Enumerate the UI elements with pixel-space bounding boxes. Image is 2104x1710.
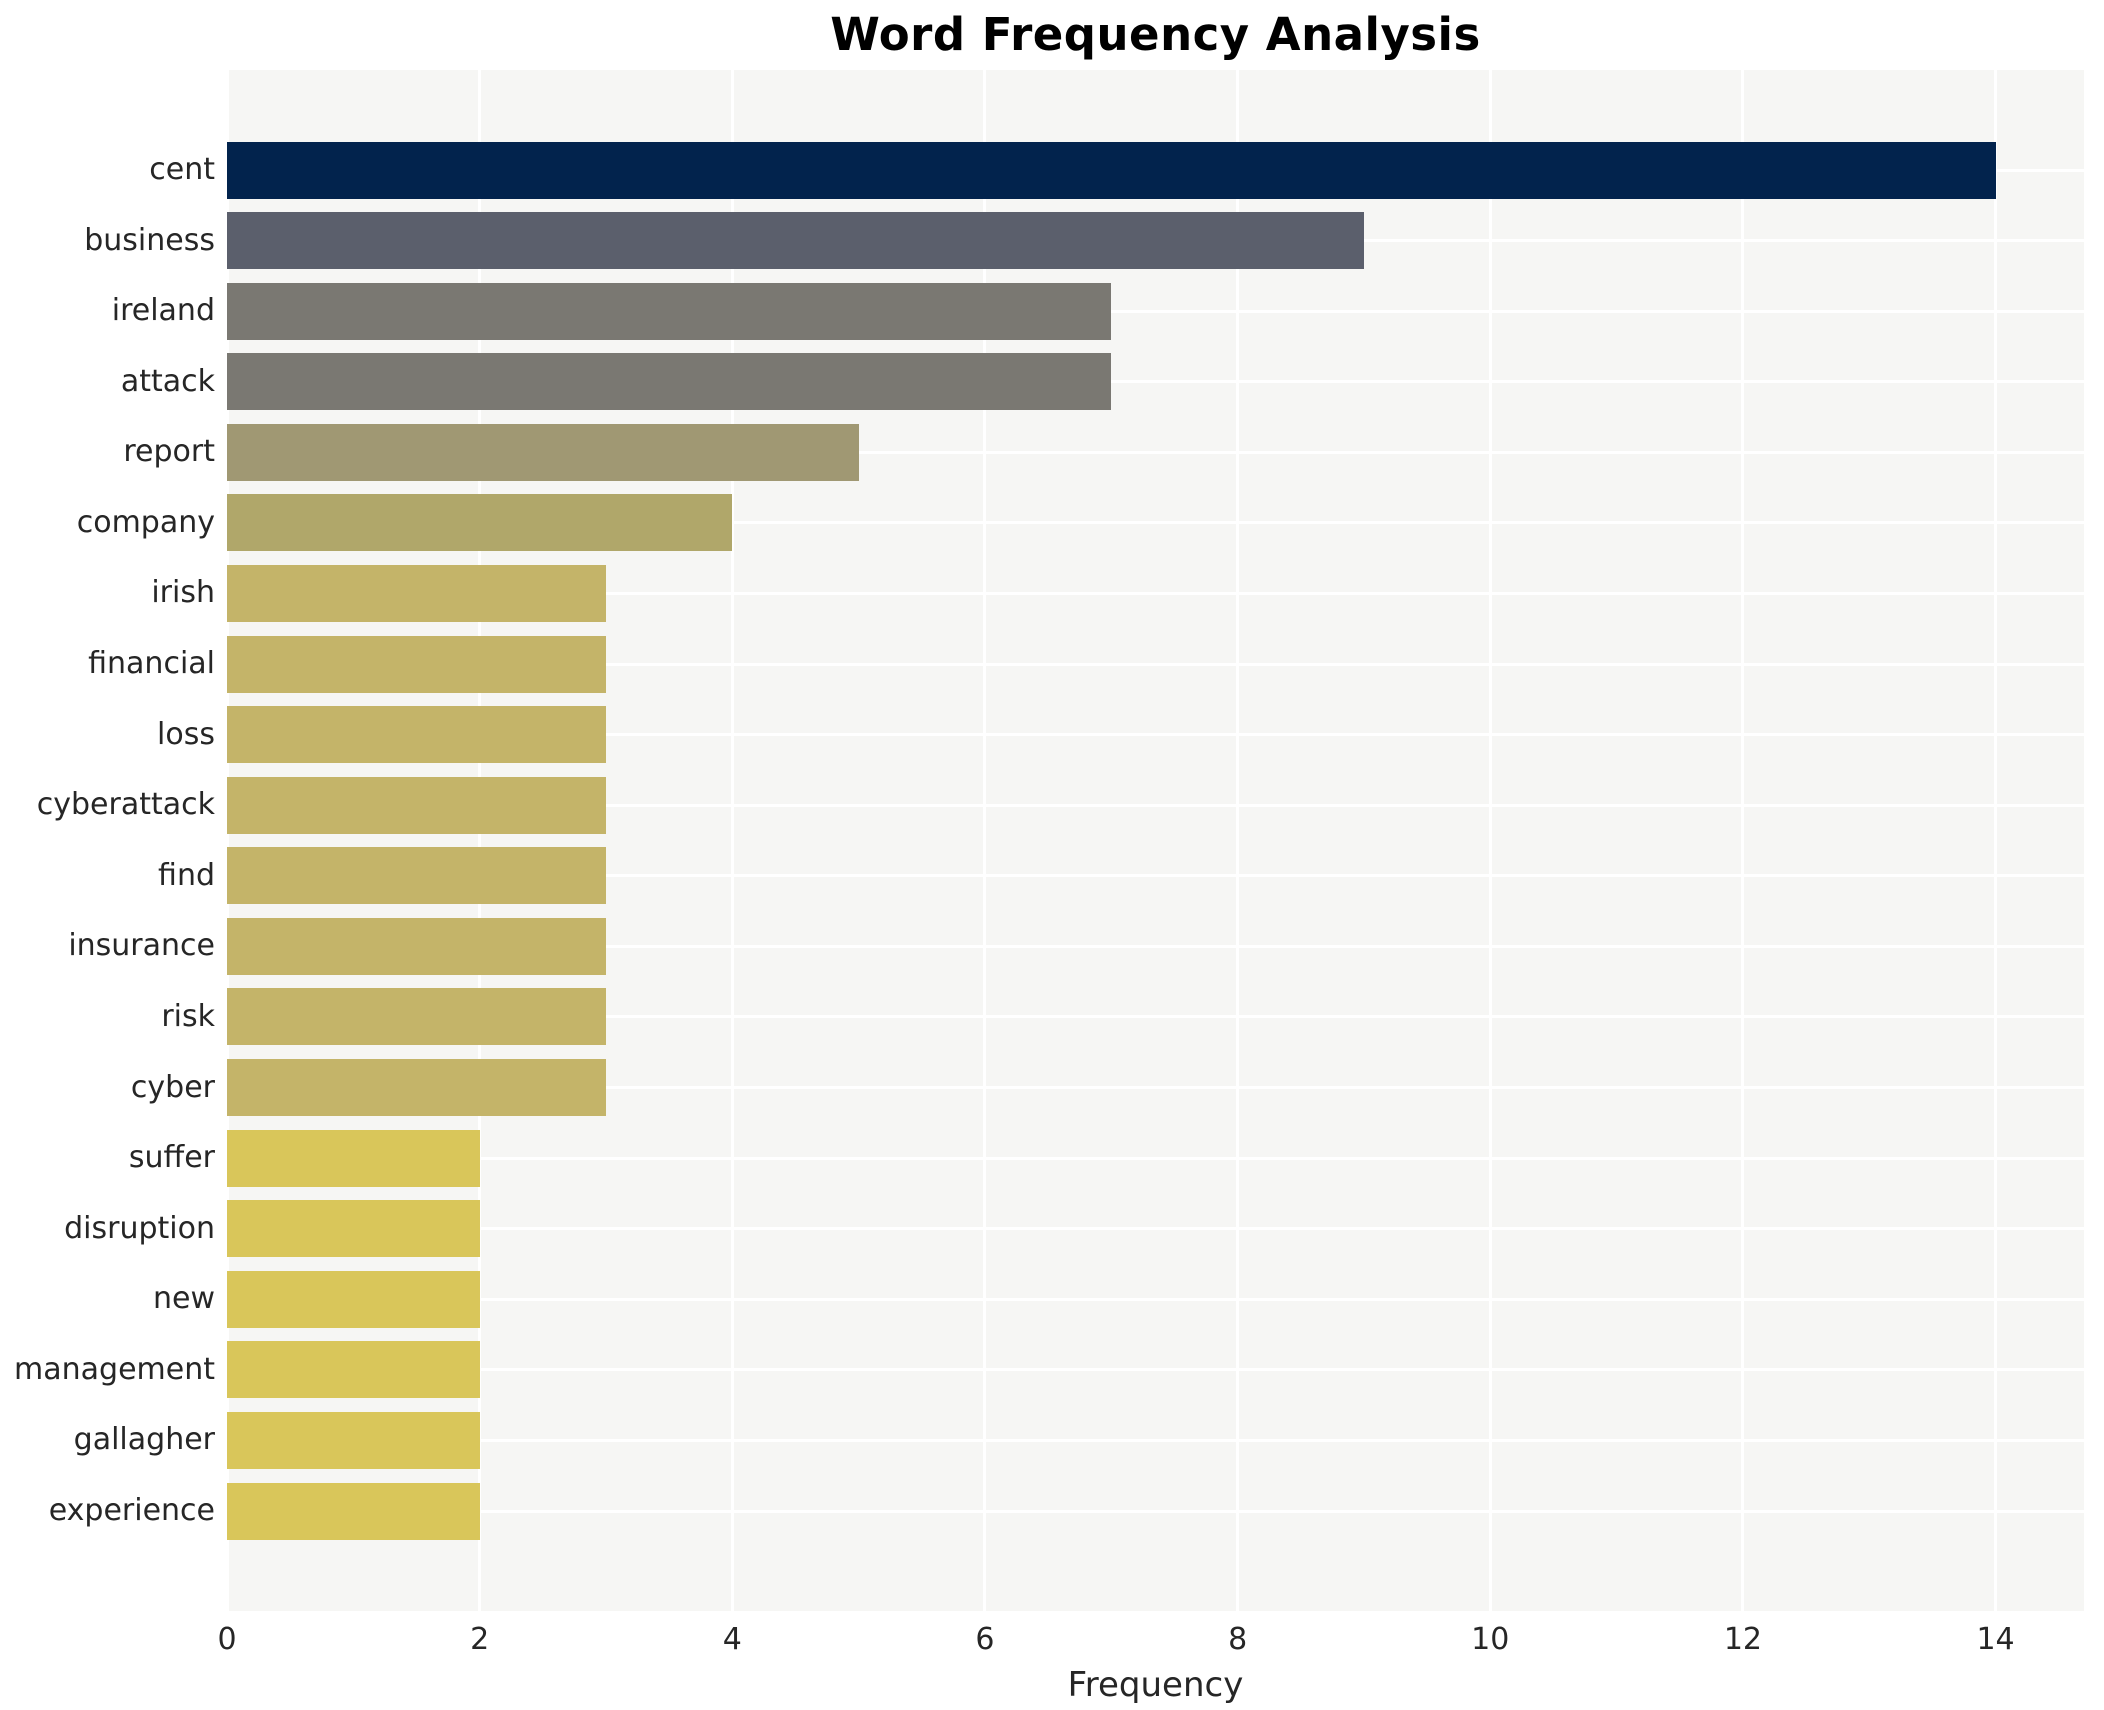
bar-management	[227, 1341, 480, 1399]
horizontal-gridline	[227, 1368, 2084, 1372]
x-tick-0: 0	[217, 1622, 237, 1657]
horizontal-gridline	[227, 521, 2084, 525]
vertical-gridline	[983, 70, 987, 1611]
x-axis-tick-labels: 0 2 4 6 8 10 12 14	[217, 1622, 2084, 1662]
y-label-disruption: disruption	[64, 1210, 215, 1246]
y-label-new: new	[152, 1281, 215, 1317]
y-label-cyber: cyber	[130, 1069, 215, 1105]
vertical-gridline	[730, 70, 734, 1611]
bar-cyberattack	[227, 776, 606, 834]
y-label-risk: risk	[161, 998, 215, 1034]
horizontal-gridline	[227, 1297, 2084, 1301]
horizontal-gridline	[227, 1086, 2084, 1090]
x-tick-2: 2	[470, 1622, 490, 1657]
y-label-report: report	[123, 434, 215, 470]
x-tick-10: 10	[1471, 1622, 1510, 1657]
horizontal-gridline	[227, 1015, 2084, 1019]
y-label-ireland: ireland	[111, 293, 215, 329]
bar-cyber	[227, 1059, 606, 1117]
y-label-gallagher: gallagher	[73, 1422, 215, 1458]
bar-company	[227, 494, 733, 552]
horizontal-gridline	[227, 944, 2084, 948]
horizontal-gridline	[227, 309, 2084, 313]
y-label-suffer: suffer	[128, 1140, 215, 1176]
vertical-gridline	[478, 70, 482, 1611]
bar-loss	[227, 706, 606, 764]
horizontal-gridline	[227, 803, 2084, 807]
y-label-business: business	[84, 222, 215, 258]
x-tick-6: 6	[975, 1622, 995, 1657]
y-label-experience: experience	[48, 1493, 215, 1528]
x-tick-8: 8	[1228, 1622, 1248, 1657]
vertical-gridline	[1236, 70, 1240, 1611]
x-axis-title: Frequency	[1067, 1665, 1244, 1705]
horizontal-gridline	[227, 1509, 2084, 1513]
bar-business	[227, 212, 1364, 270]
y-label-management: management	[14, 1351, 215, 1387]
bar-new	[227, 1270, 480, 1328]
y-label-attack: attack	[120, 363, 215, 399]
x-tick-4: 4	[722, 1622, 742, 1657]
horizontal-gridline	[227, 662, 2084, 666]
y-label-insurance: insurance	[68, 928, 215, 964]
y-label-irish: irish	[151, 575, 215, 611]
bar-experience	[227, 1482, 480, 1540]
bar-gallagher	[227, 1411, 480, 1469]
plot-area	[225, 70, 2084, 1611]
y-label-loss: loss	[157, 716, 215, 752]
vertical-gridline	[1488, 70, 1492, 1611]
horizontal-gridline	[227, 733, 2084, 737]
horizontal-gridline	[227, 874, 2084, 878]
horizontal-gridline	[227, 1227, 2084, 1231]
horizontal-gridline	[227, 1438, 2084, 1442]
bar-suffer	[227, 1129, 480, 1187]
y-label-cent: cent	[149, 152, 215, 187]
vertical-gridline	[1994, 70, 1998, 1611]
y-label-company: company	[76, 504, 215, 540]
horizontal-gridline	[227, 450, 2084, 454]
bar-insurance	[227, 917, 606, 975]
x-tick-14: 14	[1976, 1622, 2015, 1657]
bar-cent	[227, 141, 1996, 199]
horizontal-gridline	[227, 591, 2084, 595]
vertical-gridline	[1741, 70, 1745, 1611]
horizontal-gridline	[227, 380, 2084, 384]
horizontal-gridline	[227, 1156, 2084, 1160]
bar-attack	[227, 353, 1112, 411]
y-axis-labels: cent business ireland attack report company ir…	[0, 70, 215, 1611]
vertical-gridline	[225, 70, 229, 1611]
y-label-find: find	[158, 857, 215, 893]
bar-report	[227, 423, 859, 481]
chart-title: Word Frequency Analysis	[830, 8, 1481, 61]
bar-financial	[227, 635, 606, 693]
bar-irish	[227, 564, 606, 622]
y-label-financial: financial	[88, 646, 215, 682]
bar-ireland	[227, 282, 1112, 340]
bar-disruption	[227, 1200, 480, 1258]
x-tick-12: 12	[1723, 1622, 1762, 1657]
bar-risk	[227, 988, 606, 1046]
y-label-cyberattack: cyberattack	[36, 787, 215, 823]
bar-find	[227, 847, 606, 905]
